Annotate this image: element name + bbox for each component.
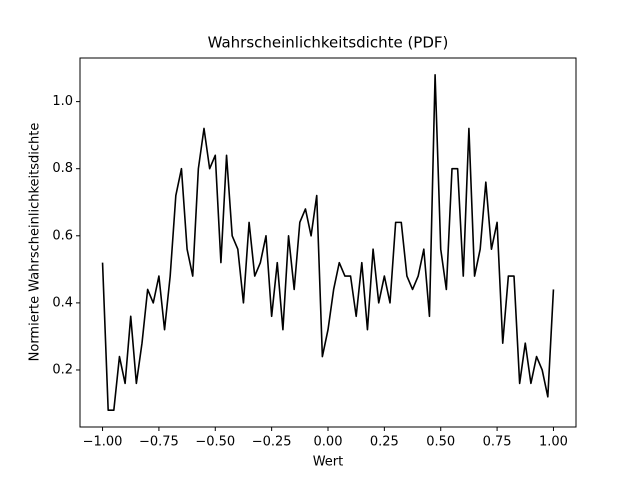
x-tick-label: 0.00 [314, 435, 343, 450]
plot-frame [79, 57, 577, 428]
y-tick-label: 0.2 [52, 362, 73, 377]
x-axis-label: Wert [313, 455, 344, 470]
y-tick-label: 1.0 [52, 94, 73, 109]
x-tick-label: −0.75 [139, 435, 179, 450]
y-tick-label: 0.8 [52, 161, 73, 176]
y-axis-label: Normierte Wahrscheinlichkeitsdichte [28, 123, 43, 362]
x-tick-label: −0.25 [252, 435, 292, 450]
x-tick-label: 0.50 [426, 435, 455, 450]
x-tick-label: −1.00 [83, 435, 123, 450]
x-tick-label: 0.25 [370, 435, 399, 450]
chart-title: Wahrscheinlichkeitsdichte (PDF) [208, 34, 449, 52]
x-tick-label: 0.75 [483, 435, 512, 450]
x-tick-label: 1.00 [539, 435, 568, 450]
x-tick-label: −0.50 [195, 435, 235, 450]
y-tick-label: 0.4 [52, 295, 73, 310]
data-line [101, 73, 555, 412]
y-tick-label: 0.6 [52, 228, 73, 243]
